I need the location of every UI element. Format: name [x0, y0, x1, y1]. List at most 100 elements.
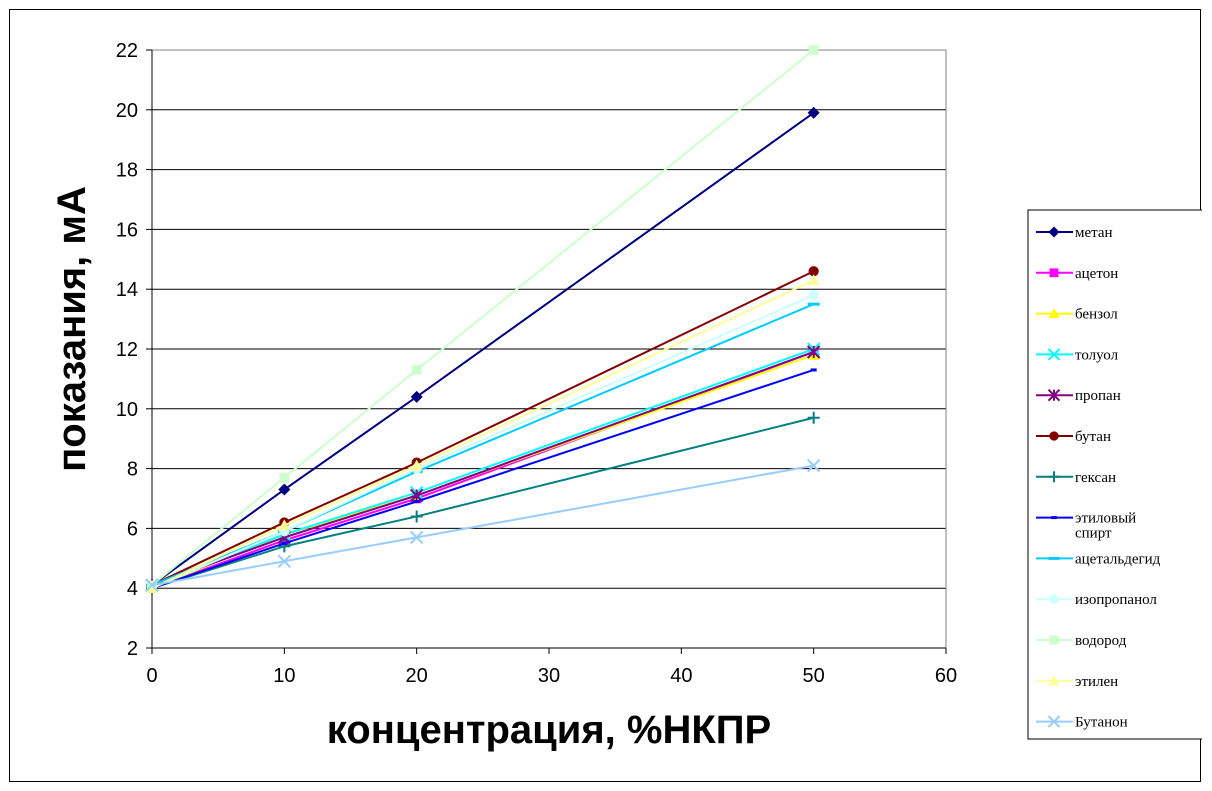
legend-label: ацетон	[1075, 266, 1118, 282]
legend-item: изопропанол	[1036, 592, 1157, 608]
legend-marker	[1048, 471, 1060, 483]
legend-item: ацетальдегид	[1036, 551, 1161, 567]
line-chart: 2 4 6 8 10 12 14 16 18 20 22 0 10 20 30 40 50 60 концентр…	[50, 40, 1202, 752]
legend-label: Бутанон	[1075, 715, 1128, 731]
legend-item: Бутанон	[1036, 715, 1128, 731]
y-tick-label: 20	[116, 100, 138, 122]
legend-label: спирт	[1075, 526, 1112, 542]
y-tick-label: 16	[116, 219, 138, 241]
data-point	[808, 45, 819, 55]
x-tick-label: 60	[935, 665, 957, 687]
y-tick-label: 18	[116, 160, 138, 182]
series-7	[146, 411, 820, 595]
data-point	[281, 541, 288, 545]
chart-frame: 2 4 6 8 10 12 14 16 18 20 22 0 10 20 30 40 50 60 концентр…	[9, 9, 1202, 782]
legend-label: этиловый	[1075, 511, 1136, 527]
y-tick-label: 2	[127, 638, 138, 660]
data-point	[277, 554, 292, 568]
legend-marker	[1048, 556, 1060, 560]
data-point	[807, 411, 820, 424]
legend-label: ацетальдегид	[1075, 551, 1161, 567]
series-6	[146, 266, 819, 591]
x-tick-label: 40	[670, 665, 692, 687]
legend-item: метан	[1036, 225, 1113, 241]
y-tick-label: 12	[116, 339, 138, 361]
series-line	[151, 270, 815, 587]
legend-marker	[1049, 594, 1059, 604]
x-tick-label: 30	[538, 665, 560, 687]
x-tick-label: 0	[146, 665, 157, 687]
legend-label: бензол	[1075, 307, 1118, 323]
data-point	[146, 582, 158, 593]
legend-item: гексан	[1036, 470, 1116, 486]
series-lines	[145, 45, 821, 595]
legend-label: гексан	[1075, 470, 1116, 486]
legend-item: бензол	[1036, 307, 1118, 323]
series-line	[151, 351, 815, 587]
legend-label: бутан	[1075, 429, 1111, 445]
legend-marker	[1049, 268, 1059, 278]
data-point	[413, 499, 420, 503]
data-point	[409, 530, 424, 545]
legend: метан ацетон бензол толуол пропан бутан гексан…	[1027, 209, 1202, 740]
data-point	[410, 390, 423, 403]
data-point	[278, 483, 291, 496]
legend-marker	[1047, 348, 1061, 361]
y-tick-label: 14	[116, 279, 138, 301]
y-tick-label: 6	[127, 518, 138, 540]
data-point	[410, 510, 423, 523]
legend-marker	[1048, 226, 1060, 238]
data-point	[145, 578, 159, 592]
data-point	[278, 519, 291, 531]
legend-marker	[1048, 308, 1060, 318]
series-line	[151, 368, 814, 590]
legend-label: толуол	[1075, 347, 1119, 363]
legend-item: ацетон	[1036, 266, 1118, 282]
series-line	[151, 279, 815, 590]
series-line	[151, 303, 815, 587]
y-tick-label: 8	[127, 459, 138, 481]
legend-marker	[1047, 715, 1061, 728]
series-line	[151, 111, 815, 587]
x-tick-label: 10	[273, 665, 295, 687]
legend-item: толуол	[1036, 347, 1119, 363]
data-point	[807, 274, 820, 286]
legend-marker	[1049, 635, 1059, 645]
legend-box	[1027, 209, 1202, 740]
series-line	[151, 49, 815, 586]
tick-labels: 2 4 6 8 10 12 14 16 18 20 22 0 10 20 30 40 50 60	[116, 40, 957, 687]
data-point	[806, 345, 821, 359]
grid-lines	[152, 49, 946, 649]
legend-label: этилен	[1075, 674, 1118, 690]
legend-label: водород	[1075, 633, 1127, 649]
data-point	[411, 365, 422, 375]
legend-marker	[1051, 516, 1057, 520]
y-axis-title: показания, мА	[50, 186, 94, 472]
x-tick-label: 50	[803, 665, 825, 687]
x-axis-title: концентрация, %НКПР	[327, 708, 771, 752]
axes	[146, 49, 947, 654]
series-line	[151, 294, 815, 590]
data-point	[810, 368, 817, 372]
legend-item: водород	[1036, 633, 1127, 649]
x-tick-label: 20	[406, 665, 428, 687]
y-tick-label: 22	[116, 40, 138, 62]
legend-marker	[1048, 675, 1060, 686]
data-point	[808, 266, 819, 277]
y-tick-label: 10	[116, 399, 138, 421]
legend-label: пропан	[1075, 388, 1121, 404]
series-13	[145, 458, 821, 592]
legend-item: бутан	[1036, 429, 1111, 445]
legend-label: метан	[1075, 225, 1113, 241]
data-point	[807, 106, 820, 119]
data-point	[807, 302, 820, 306]
legend-marker	[1049, 431, 1059, 441]
data-point	[410, 459, 423, 471]
series-line	[151, 416, 814, 590]
legend-item: пропан	[1036, 388, 1121, 404]
y-tick-label: 4	[127, 578, 138, 600]
legend-item: этилен	[1036, 674, 1118, 690]
data-point	[279, 472, 290, 483]
data-point	[808, 290, 819, 301]
